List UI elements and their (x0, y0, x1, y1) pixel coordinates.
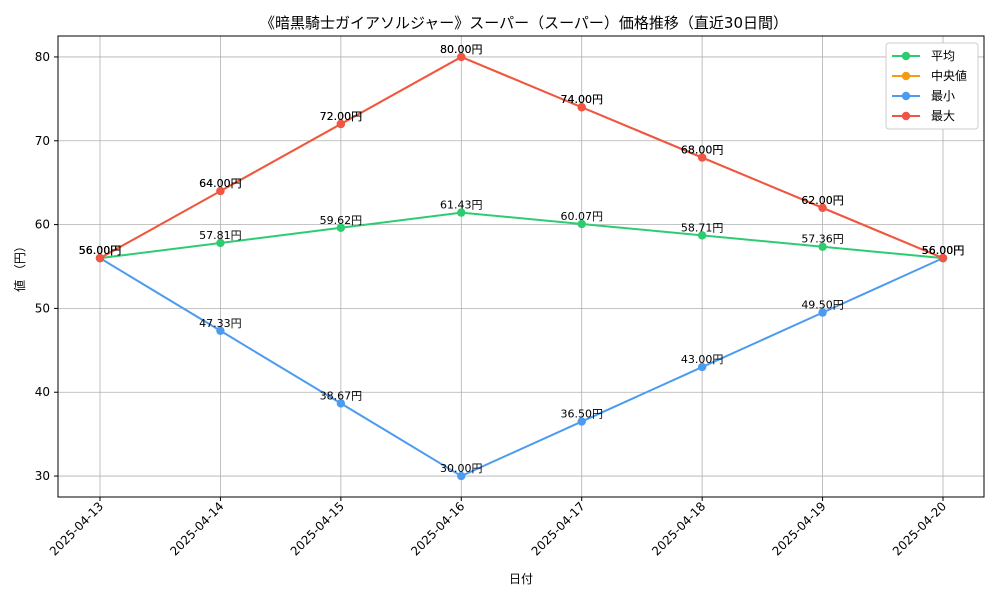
data-label: 68.00円 (681, 144, 724, 157)
data-label: 56.00円 (922, 244, 965, 257)
y-tick-label: 30 (35, 469, 50, 483)
data-label: 56.00円 (922, 244, 965, 257)
data-point (216, 326, 225, 335)
data-label: 49.50円 (801, 299, 844, 312)
y-tick-label: 50 (35, 301, 50, 315)
x-tick-label: 2025-04-20 (890, 499, 949, 558)
x-tick-label: 2025-04-18 (649, 499, 708, 558)
data-label-layer: 56.00円 57.81円 59.62円 61.43円 60.07円 58.71円 57.3… (79, 43, 965, 475)
data-point (697, 231, 707, 240)
data-label: 68.00円 (681, 144, 724, 157)
data-point (457, 52, 466, 62)
data-label: 80.00円 (440, 43, 483, 56)
y-tick-label: 60 (35, 218, 50, 232)
data-label: 72.00円 (320, 110, 363, 123)
data-label: 61.43円 (440, 199, 483, 212)
data-label: 57.36円 (801, 233, 844, 246)
data-label: 62.00円 (801, 194, 844, 207)
legend-marker (901, 91, 911, 101)
series-line (99, 257, 944, 478)
data-point (457, 208, 466, 217)
data-label: 60.07円 (560, 210, 603, 223)
legend-entry: 中央値 (931, 68, 967, 83)
data-label: 56.00円 (922, 244, 965, 257)
data-point (697, 153, 707, 162)
data-label: 72.00円 (320, 110, 363, 123)
y-axis: 30 40 50 60 70 80 (35, 50, 58, 483)
plot-frame (57, 35, 985, 498)
legend-marker (901, 51, 911, 61)
y-axis-title: 値 （円） (12, 240, 27, 292)
x-tick-label: 2025-04-19 (769, 499, 828, 558)
data-label: 58.71円 (681, 221, 724, 234)
data-label: 56.00円 (79, 244, 122, 257)
y-tick-label: 70 (35, 134, 50, 148)
data-point (938, 253, 948, 263)
x-tick-label: 2025-04-16 (408, 499, 467, 558)
x-tick-label: 2025-04-13 (47, 499, 106, 558)
x-tick-label: 2025-04-17 (529, 499, 588, 558)
y-tick-label: 40 (35, 385, 50, 399)
legend-entry: 最大 (931, 109, 955, 123)
data-label: 56.00円 (79, 244, 122, 257)
data-label: 36.50円 (560, 408, 603, 421)
data-label: 38.67円 (320, 389, 363, 402)
data-label: 64.00円 (199, 177, 242, 190)
x-axis-title: 日付 (509, 572, 533, 586)
grid (58, 36, 984, 497)
legend-marker (901, 71, 911, 81)
data-point (336, 223, 346, 232)
data-label: 80.00円 (440, 43, 483, 56)
data-label: 57.81円 (199, 229, 242, 242)
data-point (577, 417, 586, 426)
data-label: 30.00円 (440, 462, 483, 475)
data-label: 62.00円 (801, 194, 844, 207)
data-label: 43.00円 (681, 353, 724, 366)
data-point (216, 186, 225, 196)
data-point (577, 103, 586, 112)
data-label: 56.00円 (79, 244, 122, 257)
legend-entry: 最小 (931, 89, 955, 103)
data-point (577, 219, 586, 229)
series-line (99, 55, 944, 260)
series-line (99, 55, 944, 260)
data-label: 59.62円 (320, 214, 363, 227)
data-label: 64.00円 (199, 177, 242, 190)
data-point (697, 362, 707, 372)
legend-box (885, 42, 979, 130)
data-point (457, 471, 466, 481)
x-tick-label: 2025-04-14 (167, 499, 226, 558)
series-line (99, 211, 944, 260)
legend-marker (901, 111, 911, 121)
data-point (818, 308, 827, 317)
x-tick-label: 2025-04-15 (288, 499, 347, 558)
data-point (95, 253, 105, 263)
legend-entry: 平均 (931, 49, 955, 63)
data-point (336, 399, 346, 408)
data-label: 74.00円 (560, 93, 603, 106)
data-point (818, 242, 827, 251)
data-label: 47.33円 (199, 317, 242, 330)
series-layer (95, 52, 948, 481)
x-axis: 2025-04-13 2025-04-14 2025-04-15 2025-04-16… (47, 497, 949, 558)
y-tick-label: 80 (35, 50, 50, 64)
data-label: 56.00円 (79, 244, 122, 257)
chart-title: 《暗黒騎士ガイアソルジャー》スーパー（スーパー）価格推移（直近30日間） (260, 14, 788, 32)
data-point (216, 238, 225, 248)
data-point (336, 119, 346, 129)
data-point (818, 203, 827, 213)
data-label: 56.00円 (922, 244, 965, 257)
data-label: 74.00円 (560, 93, 603, 106)
